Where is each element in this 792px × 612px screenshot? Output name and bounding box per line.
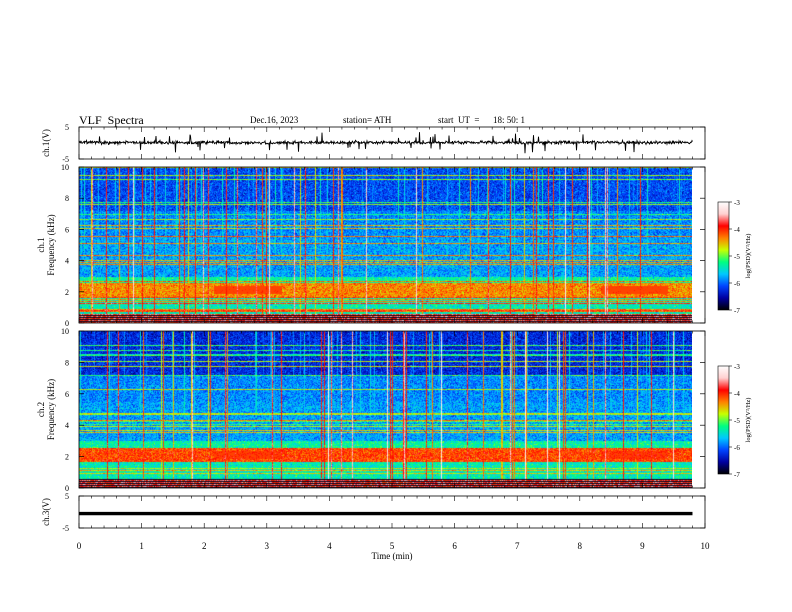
y-tick-label: 10: [61, 327, 69, 336]
station-label: station= ATH: [343, 115, 392, 125]
colorbar-tick-label: -7: [734, 307, 740, 315]
y-axis-label: ch.2: [36, 402, 46, 417]
spectrogram-image: [79, 167, 692, 323]
y-tick-label: 8: [65, 358, 69, 367]
spectrogram-layer: [79, 167, 692, 488]
x-tick-label: 6: [452, 541, 457, 551]
y-tick-label: 2: [65, 288, 69, 297]
colorbar: [717, 201, 730, 311]
colorbar-tick-label: -4: [734, 226, 740, 234]
colorbar-tick-label: -4: [734, 390, 740, 398]
frame-layer: [78, 126, 732, 529]
colorbar-tick-label: -6: [734, 444, 740, 452]
colorbar-tick-label: -3: [734, 363, 740, 371]
x-tick-label: 8: [578, 541, 583, 551]
y-tick-label: 0: [65, 484, 69, 493]
date-label: Dec.16, 2023: [250, 115, 299, 125]
y-tick-label: 4: [65, 257, 69, 266]
x-tick-label: 3: [265, 541, 270, 551]
x-tick-label: 7: [515, 541, 520, 551]
y-tick-label: 2: [65, 453, 69, 462]
spectrogram-image: [79, 331, 692, 488]
colorbar: [717, 365, 730, 475]
x-tick-label: 10: [701, 541, 711, 551]
colorbar-tick-label: -6: [734, 280, 740, 288]
colorbar-tick-label: -5: [734, 417, 740, 425]
y-tick-label: 10: [61, 163, 69, 172]
waveform-trace: [78, 132, 693, 154]
line-layer: [78, 132, 693, 516]
y-tick-label: 5: [65, 492, 69, 501]
x-tick-label: 5: [390, 541, 395, 551]
y-axis-label: Frequency (kHz): [46, 214, 56, 275]
y-axis-label: ch.1(V): [41, 129, 51, 157]
y-tick-label: -5: [62, 155, 69, 164]
y-tick-label: 6: [65, 225, 69, 234]
colorbar-tick-label: -5: [734, 253, 740, 261]
chart-title: VLF Spectra: [79, 113, 144, 127]
x-tick-label: 0: [77, 541, 82, 551]
y-tick-label: 8: [65, 194, 69, 203]
y-tick-label: 0: [65, 319, 69, 328]
start-ut-label: start UT =: [438, 115, 480, 125]
x-tick-label: 2: [202, 541, 207, 551]
y-tick-label: 4: [65, 421, 69, 430]
y-tick-label: 6: [65, 390, 69, 399]
colorbar-tick-label: -3: [734, 199, 740, 207]
colorbar-label: log(PSD)(V²/Hz): [745, 234, 752, 279]
colorbar-label: log(PSD)(V²/Hz): [745, 398, 752, 443]
y-tick-label: -5: [62, 524, 69, 533]
y-axis-label: ch.1: [36, 237, 46, 252]
x-tick-label: 9: [640, 541, 645, 551]
text-layer: 5 -5 ch.1(V) -3 -4 -5 -6 -7 log(PSD)(V²/Hz) 0 2 4 6 8…: [36, 123, 752, 561]
y-axis-label: Frequency (kHz): [46, 379, 56, 440]
x-tick-label: 1: [139, 541, 144, 551]
y-axis-label: ch.3(V): [41, 498, 51, 526]
start-ut-value: 18: 50: 1: [493, 115, 526, 125]
x-tick-label: 4: [327, 541, 332, 551]
colorbar-tick-label: -7: [734, 471, 740, 479]
y-tick-label: 5: [65, 123, 69, 132]
x-axis-label: Time (min): [372, 551, 413, 561]
